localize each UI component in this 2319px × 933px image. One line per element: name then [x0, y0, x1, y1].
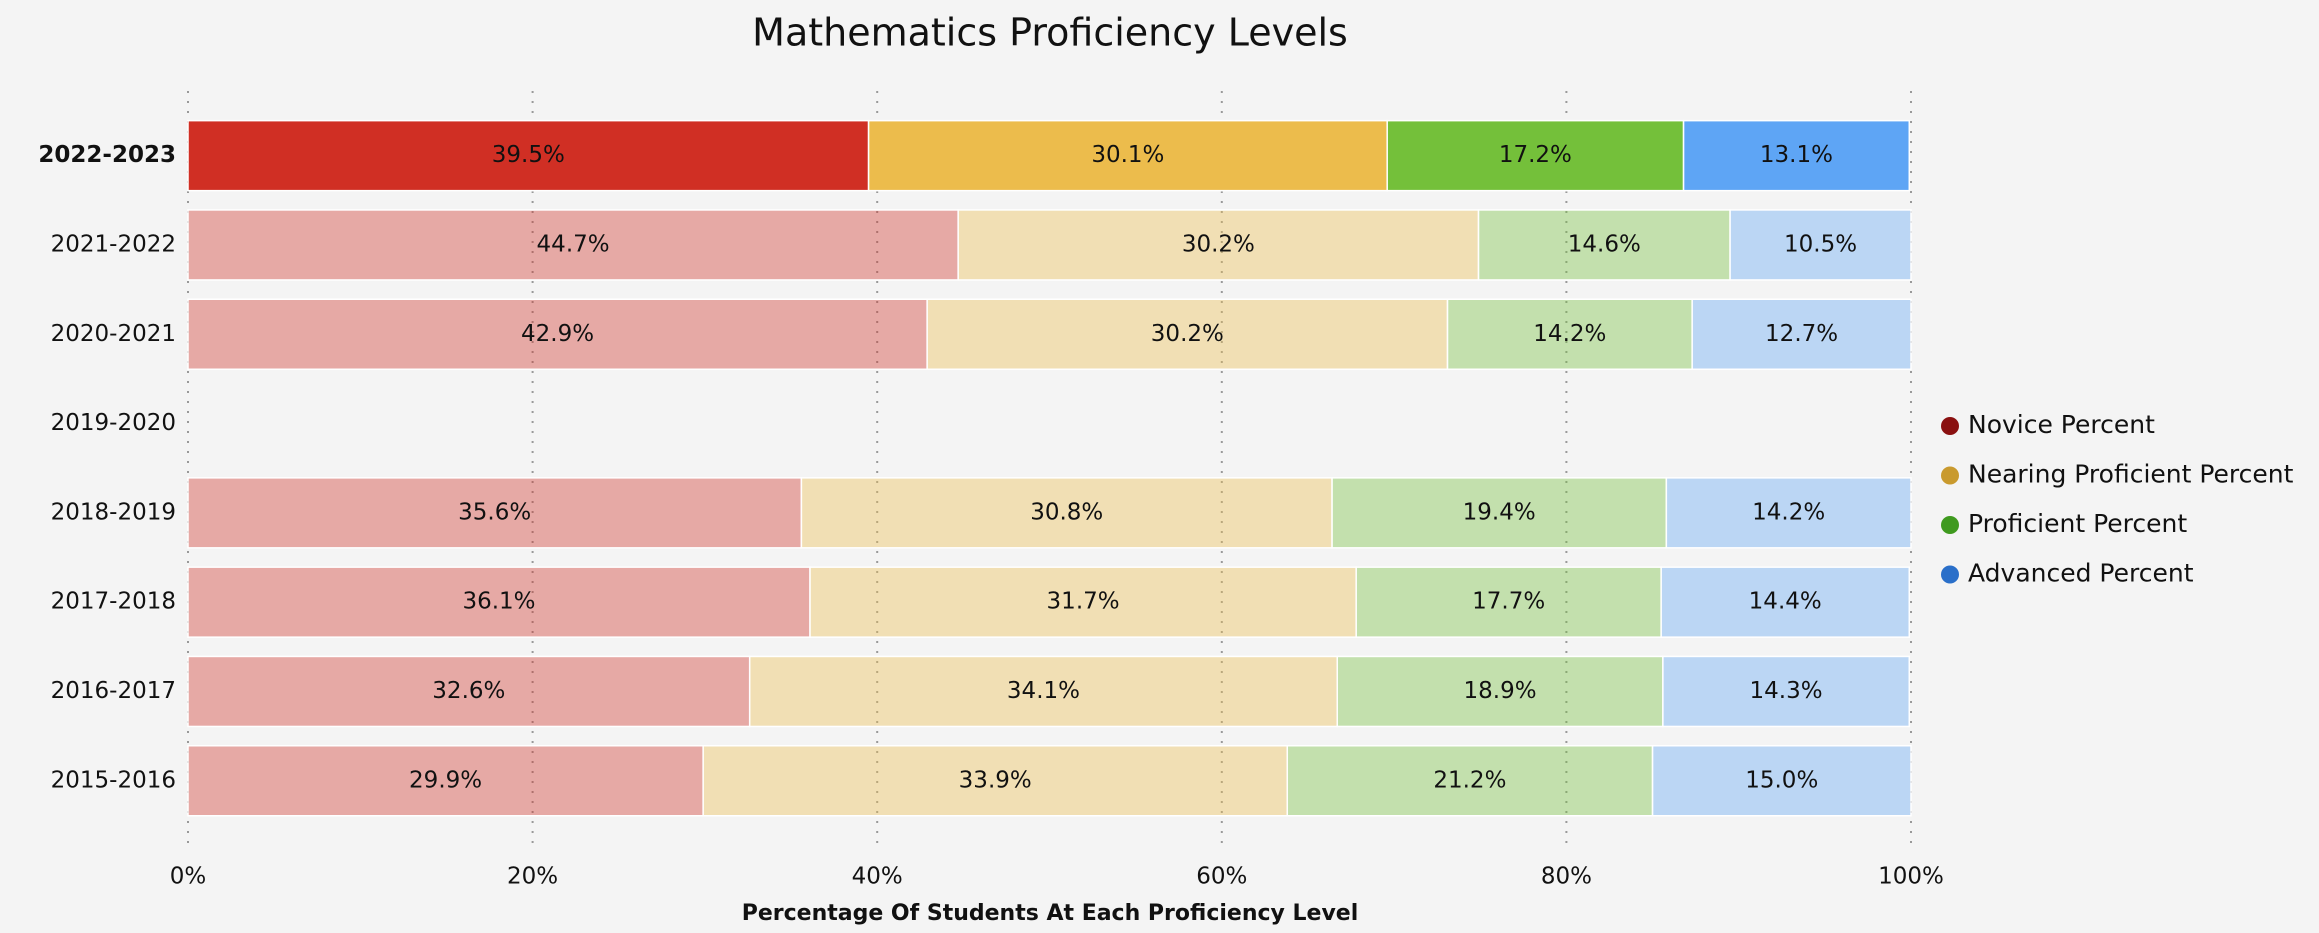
bar-segment: [187, 477, 803, 549]
bar-segment: [187, 655, 751, 728]
data-label: 15.0%: [1745, 767, 1818, 793]
bar-segment: [1336, 655, 1664, 728]
data-label: 32.6%: [432, 678, 505, 704]
bar-segment: [187, 119, 870, 192]
data-label: 21.2%: [1433, 767, 1506, 793]
bar-segment: [867, 119, 1388, 192]
x-axis-label: Percentage Of Students At Each Proficien…: [742, 901, 1359, 926]
data-label: 30.1%: [1091, 142, 1164, 168]
legend-marker: [1941, 417, 1959, 435]
bar-segment: [1446, 298, 1693, 370]
data-label: 36.1%: [462, 589, 535, 615]
bar-segment: [748, 655, 1338, 728]
legend-label: Advanced Percent: [1968, 559, 2194, 588]
bar-segment: [1651, 745, 1912, 817]
data-label: 14.6%: [1568, 231, 1641, 257]
legend-marker: [1941, 466, 1959, 485]
bar-segment: [187, 209, 959, 281]
data-label: 30.8%: [1030, 499, 1103, 525]
data-label: 14.3%: [1750, 678, 1823, 704]
data-label: 44.7%: [537, 231, 610, 257]
bar-segment: [1660, 566, 1911, 638]
bar-segment: [1665, 477, 1912, 549]
bar-segment: [702, 745, 1289, 817]
y-tick-label: 2022-2023: [38, 142, 176, 168]
data-label: 33.9%: [959, 767, 1032, 793]
data-label: 31.7%: [1047, 589, 1120, 615]
y-tick-label: 2015-2016: [51, 767, 176, 793]
chart-title: Mathematics Proficiency Levels: [752, 11, 1348, 55]
y-tick-label: 2020-2021: [51, 321, 176, 347]
data-label: 14.2%: [1752, 499, 1825, 525]
legend-marker: [1941, 516, 1959, 534]
bar-segment: [957, 209, 1480, 281]
legend-label: Novice Percent: [1968, 410, 2155, 439]
bar-segment: [187, 298, 928, 370]
x-tick-label: 80%: [1541, 864, 1592, 890]
data-label: 17.7%: [1472, 589, 1545, 615]
legend-marker: [1941, 565, 1959, 584]
bar-segment: [1729, 209, 1912, 281]
legend-label: Nearing Proficient Percent: [1968, 460, 2294, 489]
y-tick-label: 2018-2019: [51, 499, 176, 525]
y-tick-label: 2021-2022: [51, 231, 176, 257]
bar-segment: [1477, 209, 1731, 281]
data-label: 12.7%: [1765, 321, 1838, 347]
bar-segment: [800, 477, 1333, 549]
data-label: 39.5%: [492, 142, 565, 168]
data-label: 10.5%: [1784, 231, 1857, 257]
bar-segment: [1682, 119, 1911, 192]
data-label: 30.2%: [1151, 321, 1224, 347]
data-label: 42.9%: [521, 321, 594, 347]
bar-segment: [809, 566, 1357, 638]
x-tick-label: 60%: [1196, 864, 1247, 890]
y-tick-label: 2019-2020: [51, 410, 176, 436]
bar-segment: [1386, 119, 1685, 192]
x-tick-label: 20%: [507, 864, 558, 890]
bar-segment: [1331, 477, 1668, 549]
x-tick-label: 0%: [170, 864, 207, 890]
data-label: 13.1%: [1760, 142, 1833, 168]
y-tick-label: 2016-2017: [51, 678, 176, 704]
data-label: 19.4%: [1463, 499, 1536, 525]
data-label: 35.6%: [458, 499, 531, 525]
bar-segment: [187, 566, 811, 638]
bar-segment: [926, 298, 1449, 370]
x-tick-label: 100%: [1878, 864, 1944, 890]
bar-segment: [1691, 298, 1912, 370]
data-label: 18.9%: [1464, 678, 1537, 704]
data-label: 29.9%: [409, 767, 482, 793]
bar-segment: [1662, 655, 1911, 728]
data-label: 14.4%: [1749, 589, 1822, 615]
data-label: 34.1%: [1007, 678, 1080, 704]
y-tick-label: 2017-2018: [51, 589, 176, 615]
data-label: 14.2%: [1533, 321, 1606, 347]
bar-segment: [187, 745, 704, 817]
data-label: 30.2%: [1182, 231, 1255, 257]
legend-label: Proficient Percent: [1968, 509, 2187, 538]
data-label: 17.2%: [1499, 142, 1572, 168]
x-tick-label: 40%: [852, 864, 903, 890]
bar-segment: [1355, 566, 1662, 638]
